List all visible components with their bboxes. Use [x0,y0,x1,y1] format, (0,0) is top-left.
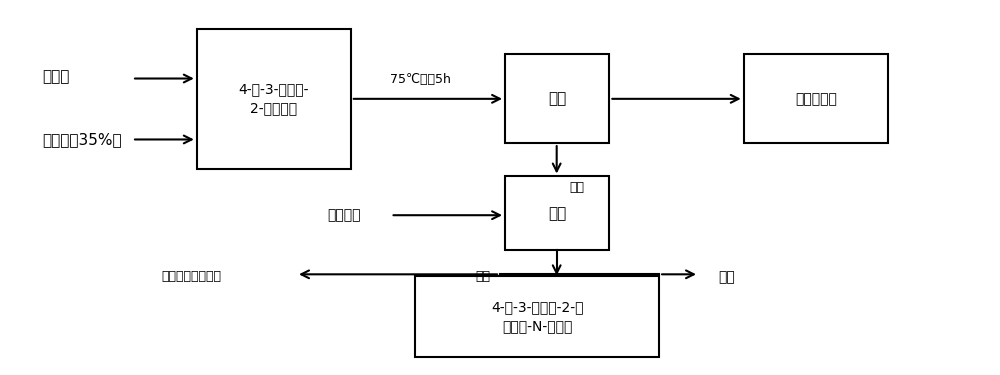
Text: 75℃反应5h: 75℃反应5h [390,73,451,86]
Text: 蒸馏: 蒸馏 [548,92,566,106]
Text: 二氯甲烷: 二氯甲烷 [327,208,361,222]
Text: 萃取: 萃取 [548,206,566,221]
Text: 蒸馏: 蒸馏 [475,270,490,284]
Text: 废水: 废水 [719,270,736,284]
Text: 回收酸套用: 回收酸套用 [795,92,837,106]
Text: 4-氯-3-甲氧基-2-甲
基吡啶-N-氧化物: 4-氯-3-甲氧基-2-甲 基吡啶-N-氧化物 [491,300,584,333]
Text: 4-氯-3-甲氧基-
2-甲基吡啶: 4-氯-3-甲氧基- 2-甲基吡啶 [239,82,309,116]
Bar [197,28,351,169]
Bar [415,276,659,357]
Text: 双氧水（35%）: 双氧水（35%） [43,132,122,147]
Bar [505,176,609,250]
Text: 液碱: 液碱 [570,181,585,194]
Bar [744,54,888,143]
Bar [505,54,609,143]
Text: 二氯甲烷回收套用: 二氯甲烷回收套用 [162,270,222,284]
Text: 冰乙酸: 冰乙酸 [43,69,70,84]
